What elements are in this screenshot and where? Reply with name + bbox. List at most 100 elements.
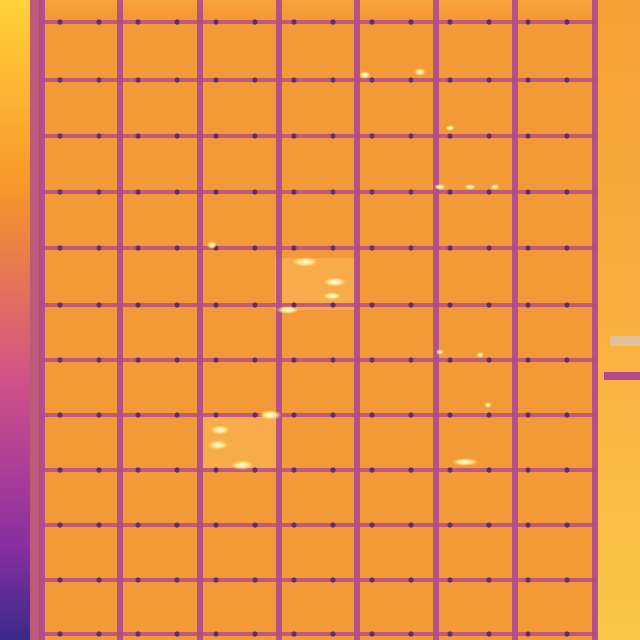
bolt (96, 245, 102, 251)
bolt (213, 19, 219, 25)
bolt (447, 467, 453, 473)
hotspot (207, 241, 217, 249)
bolt (174, 577, 180, 583)
bolt (252, 133, 258, 139)
bolt (525, 302, 531, 308)
hotspot (359, 71, 371, 79)
bolt (135, 77, 141, 83)
bolt (96, 133, 102, 139)
bolt (486, 19, 492, 25)
bolt (174, 631, 180, 637)
bolt (96, 19, 102, 25)
bolt (174, 189, 180, 195)
bolt (369, 467, 375, 473)
bolt (291, 412, 297, 418)
bolt (447, 189, 453, 195)
bolt (252, 357, 258, 363)
bolt (486, 189, 492, 195)
hotspot (322, 292, 342, 300)
bolt (252, 302, 258, 308)
bolt (330, 245, 336, 251)
bolt (174, 133, 180, 139)
bolt (564, 467, 570, 473)
bolt (57, 302, 63, 308)
bolt (291, 19, 297, 25)
bolt (252, 189, 258, 195)
bolt (408, 631, 414, 637)
bolt (330, 631, 336, 637)
bolt (330, 77, 336, 83)
bolt (174, 357, 180, 363)
bolt (330, 189, 336, 195)
bolt (135, 631, 141, 637)
bolt (330, 522, 336, 528)
bolt (564, 522, 570, 528)
bolt (564, 189, 570, 195)
bolt (135, 357, 141, 363)
hotspot (210, 425, 230, 435)
bolt (408, 357, 414, 363)
bolt (135, 302, 141, 308)
left-strip (0, 0, 30, 640)
bolt (57, 522, 63, 528)
bolt (57, 189, 63, 195)
bolt (564, 631, 570, 637)
bolt (408, 133, 414, 139)
hotspot (258, 410, 282, 420)
bolt (96, 302, 102, 308)
right-strip (597, 0, 640, 640)
bolt (174, 467, 180, 473)
bolt (330, 302, 336, 308)
bolt (564, 77, 570, 83)
bolt (213, 577, 219, 583)
bolt (252, 19, 258, 25)
bolt (564, 133, 570, 139)
bolt (408, 412, 414, 418)
bolt (252, 467, 258, 473)
hotspot (445, 125, 455, 131)
bolt (369, 631, 375, 637)
bolt (369, 133, 375, 139)
bolt (135, 577, 141, 583)
bolt (447, 522, 453, 528)
hotspot (464, 184, 476, 190)
bolt (213, 631, 219, 637)
bolt (447, 19, 453, 25)
bolt (252, 631, 258, 637)
bolt (564, 357, 570, 363)
bolt (135, 133, 141, 139)
hotspot (291, 257, 319, 267)
bolt (486, 522, 492, 528)
bolt (330, 412, 336, 418)
bolt (369, 357, 375, 363)
bolt (96, 522, 102, 528)
bolt (408, 577, 414, 583)
bolt (135, 467, 141, 473)
bolt (291, 77, 297, 83)
hotspots (207, 68, 500, 470)
bolt (564, 577, 570, 583)
bolt (291, 577, 297, 583)
bolt (57, 412, 63, 418)
bolt (447, 357, 453, 363)
bolt (525, 577, 531, 583)
bolt (369, 412, 375, 418)
bolt (525, 245, 531, 251)
bolt (96, 467, 102, 473)
bolt (135, 19, 141, 25)
bolt (564, 19, 570, 25)
bolt (291, 133, 297, 139)
hotspot (276, 306, 300, 314)
bolt (408, 467, 414, 473)
bolt (564, 302, 570, 308)
bolt (291, 189, 297, 195)
bolt (447, 412, 453, 418)
top-band (42, 0, 597, 22)
bolt (213, 189, 219, 195)
hotspot (451, 458, 479, 466)
bolt (369, 302, 375, 308)
hotspot (207, 440, 229, 450)
bolt (291, 467, 297, 473)
bolt (174, 19, 180, 25)
bolt (57, 133, 63, 139)
